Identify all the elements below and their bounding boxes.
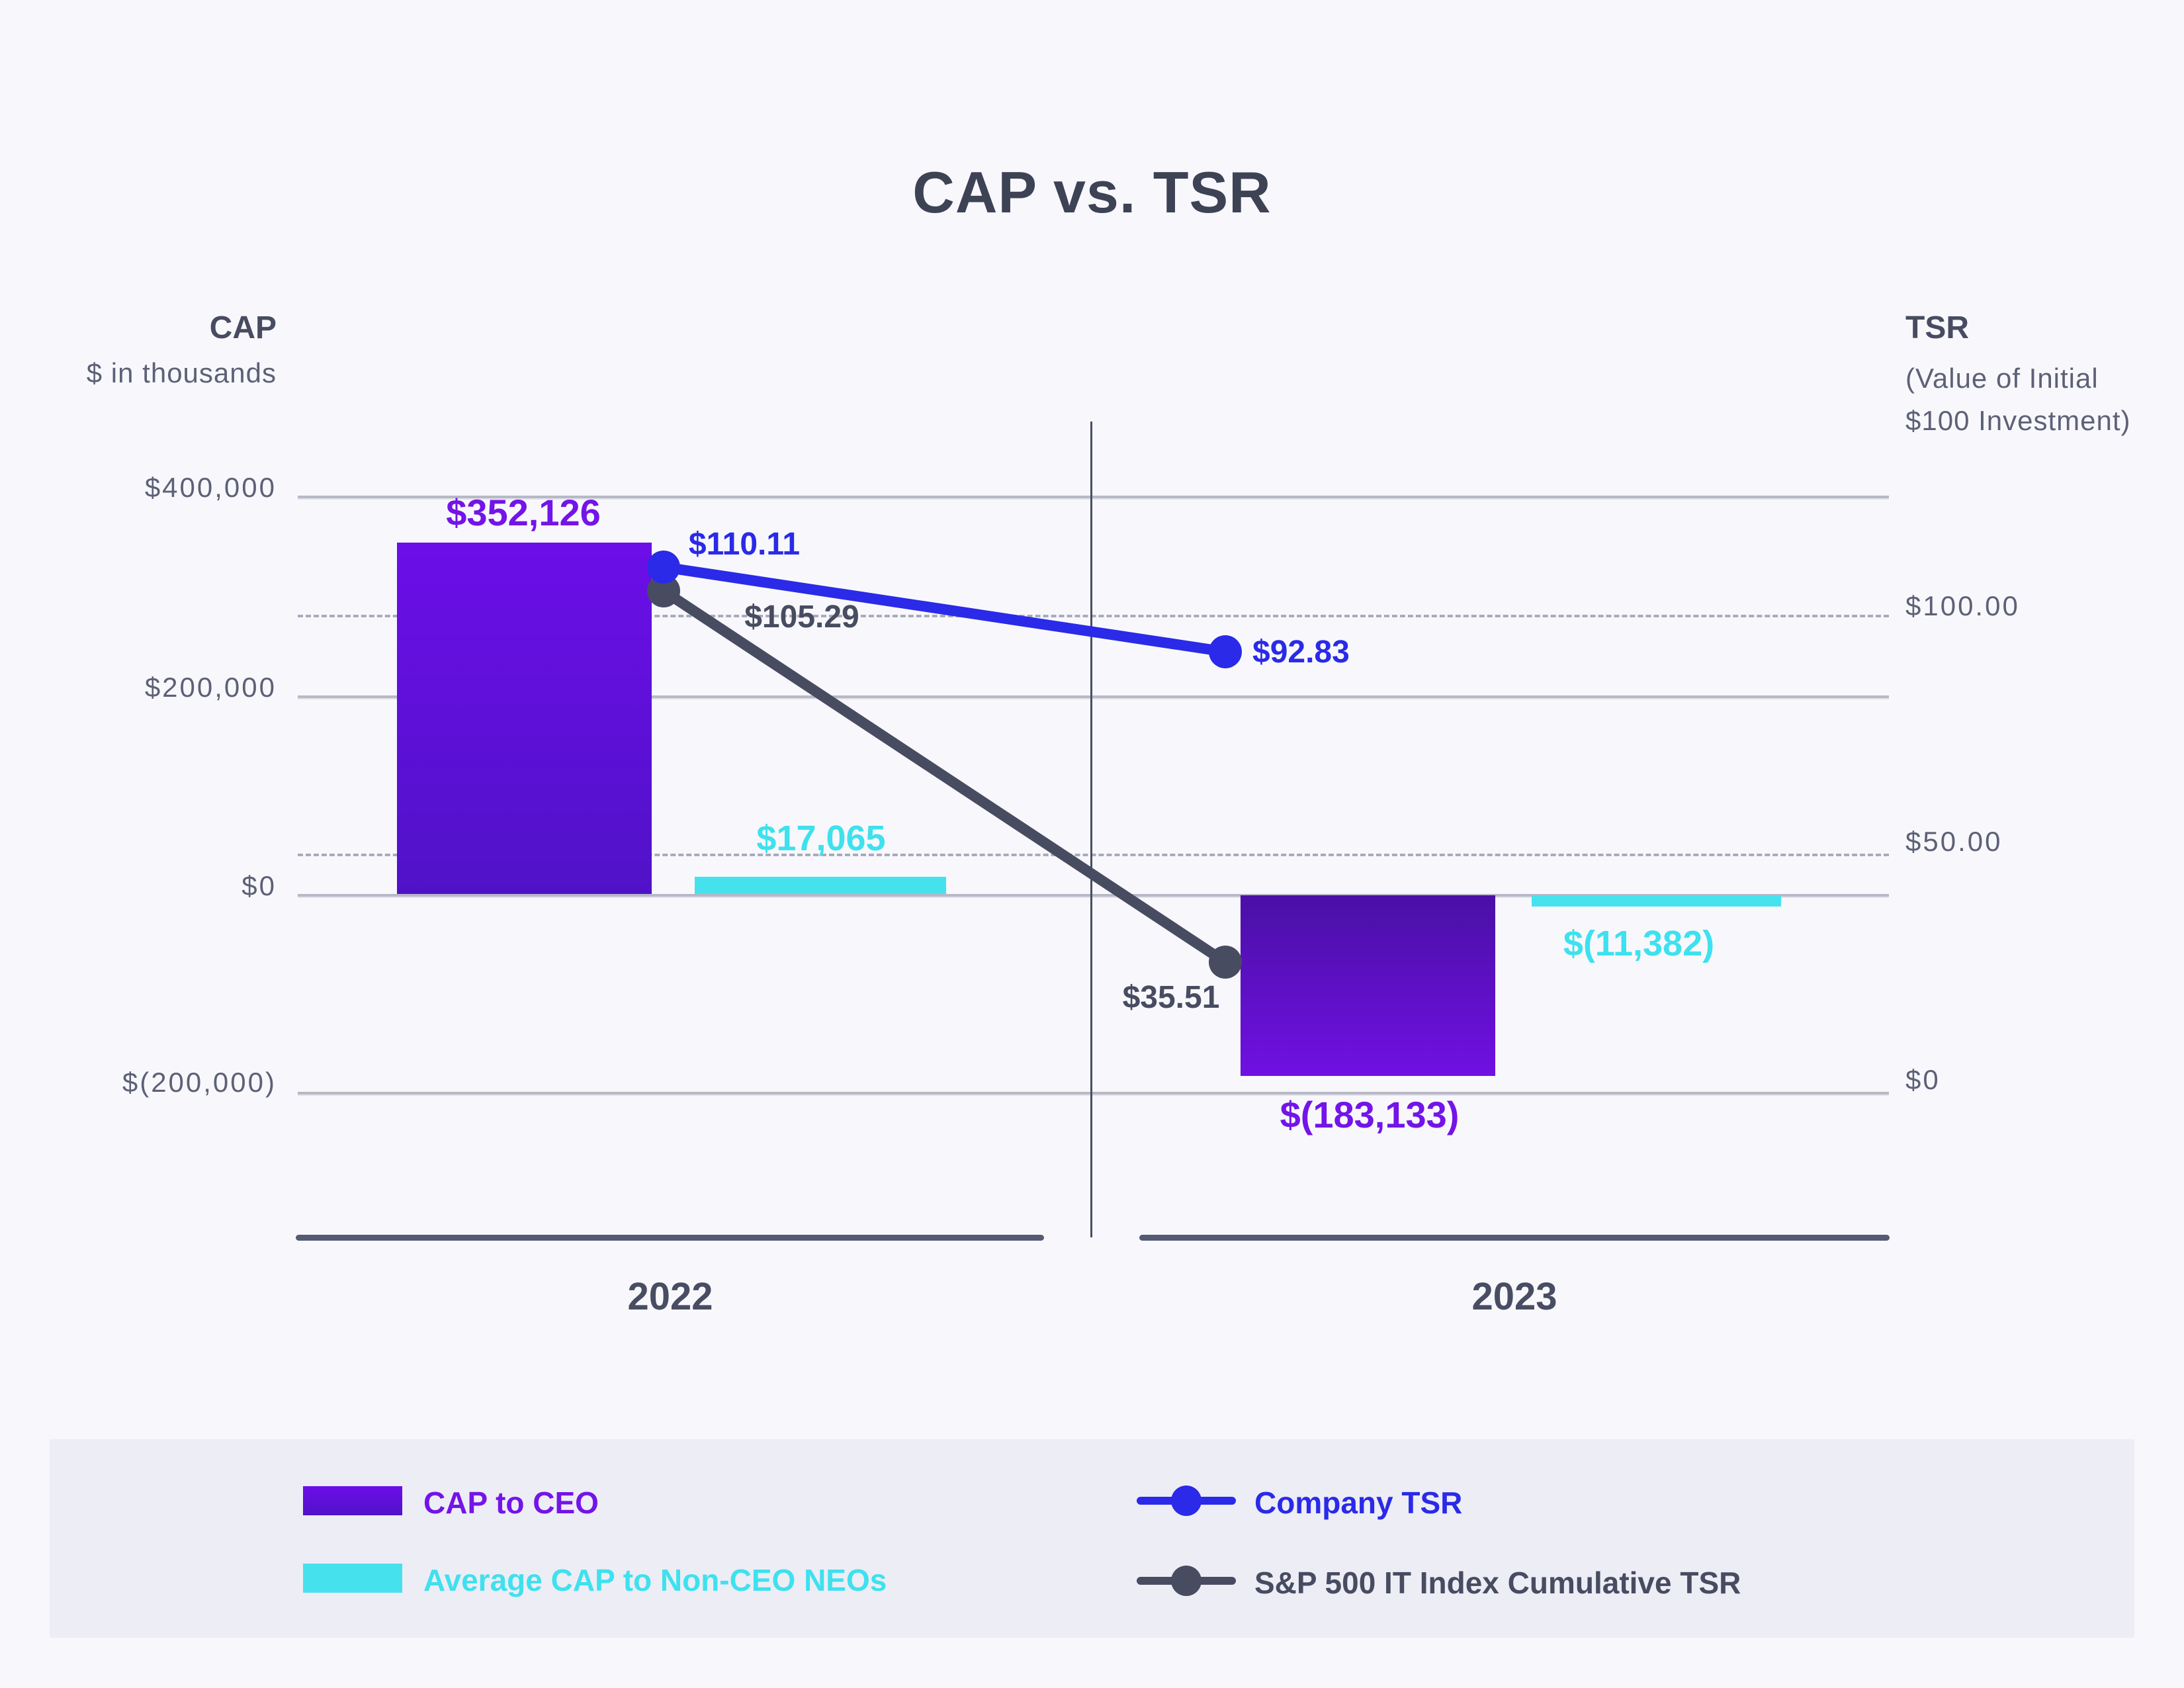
tsr-axis-title: TSR: [1905, 310, 1969, 345]
bar-cap-ceo-2023: [1241, 895, 1495, 1076]
index-tsr-point-2022: [647, 574, 680, 607]
label-index-tsr-2022: $105.29: [744, 600, 859, 635]
gridline-cap-neg200k: [298, 1092, 1889, 1094]
label-cap-ceo-2022: $352,126: [446, 492, 601, 533]
cap-tick-zero: $0: [241, 870, 277, 901]
cap-tick-neg200k: $(200,000): [122, 1067, 277, 1098]
company-tsr-line: [658, 562, 1231, 657]
legend-marker-company-tsr-dot: [1171, 1486, 1201, 1516]
gridline-cap-200k: [298, 695, 1889, 698]
legend-marker-index-tsr-dot: [1171, 1566, 1201, 1596]
company-tsr-point-2022: [647, 551, 680, 584]
tsr-tick-50: $50.00: [1905, 826, 2003, 857]
gridline-tsr-50: [298, 854, 1889, 856]
tsr-axis-subtitle-line2: $100 Investment): [1905, 405, 2131, 436]
index-tsr-point-2023: [1209, 946, 1242, 979]
bar-cap-neo-2022: [695, 877, 946, 894]
gridline-cap-400k: [298, 496, 1889, 498]
year-label-2023: 2023: [1471, 1275, 1557, 1318]
cap-tick-200k: $200,000: [144, 672, 277, 703]
index-tsr-line: [658, 586, 1231, 967]
label-company-tsr-2022: $110.11: [688, 527, 801, 562]
cap-axis-title: CAP: [209, 310, 277, 345]
tsr-tick-100: $100.00: [1905, 590, 2020, 621]
label-cap-neo-2023: $(11,382): [1563, 924, 1715, 963]
legend-label-index-tsr: S&P 500 IT Index Cumulative TSR: [1254, 1566, 1741, 1600]
legend-label-cap-neo: Average CAP to Non-CEO NEOs: [423, 1563, 887, 1597]
cap-tick-400k: $400,000: [144, 472, 277, 503]
bar-cap-neo-2023: [1532, 895, 1781, 907]
tsr-axis-subtitle-line1: (Value of Initial: [1905, 363, 2099, 394]
legend-swatch-cap-neo: [303, 1564, 402, 1593]
axis-line-2023: [1139, 1235, 1890, 1241]
tsr-axis-subtitle: (Value of Initial $100 Investment): [1905, 357, 2184, 442]
company-tsr-point-2023: [1209, 635, 1242, 668]
label-company-tsr-2023: $92.83: [1252, 635, 1350, 670]
legend-label-cap-ceo: CAP to CEO: [423, 1486, 599, 1520]
axis-line-2022: [296, 1235, 1044, 1241]
cap-axis-subtitle: $ in thousands: [86, 357, 277, 388]
chart-title: CAP vs. TSR: [912, 159, 1272, 225]
year-label-2022: 2022: [627, 1275, 713, 1318]
legend-swatch-cap-ceo: [303, 1486, 402, 1515]
year-panel-divider: [1090, 422, 1092, 1237]
label-cap-neo-2022: $17,065: [756, 819, 886, 858]
gridline-cap-zero: [298, 894, 1889, 897]
legend-label-company-tsr: Company TSR: [1254, 1486, 1463, 1520]
tsr-tick-0: $0: [1905, 1064, 1941, 1095]
label-index-tsr-2023: $35.51: [1122, 980, 1220, 1015]
gridline-tsr-100: [298, 615, 1889, 617]
legend: [50, 1439, 2134, 1638]
label-cap-ceo-2023: $(183,133): [1280, 1094, 1460, 1135]
bar-cap-ceo-2022: [397, 543, 652, 894]
